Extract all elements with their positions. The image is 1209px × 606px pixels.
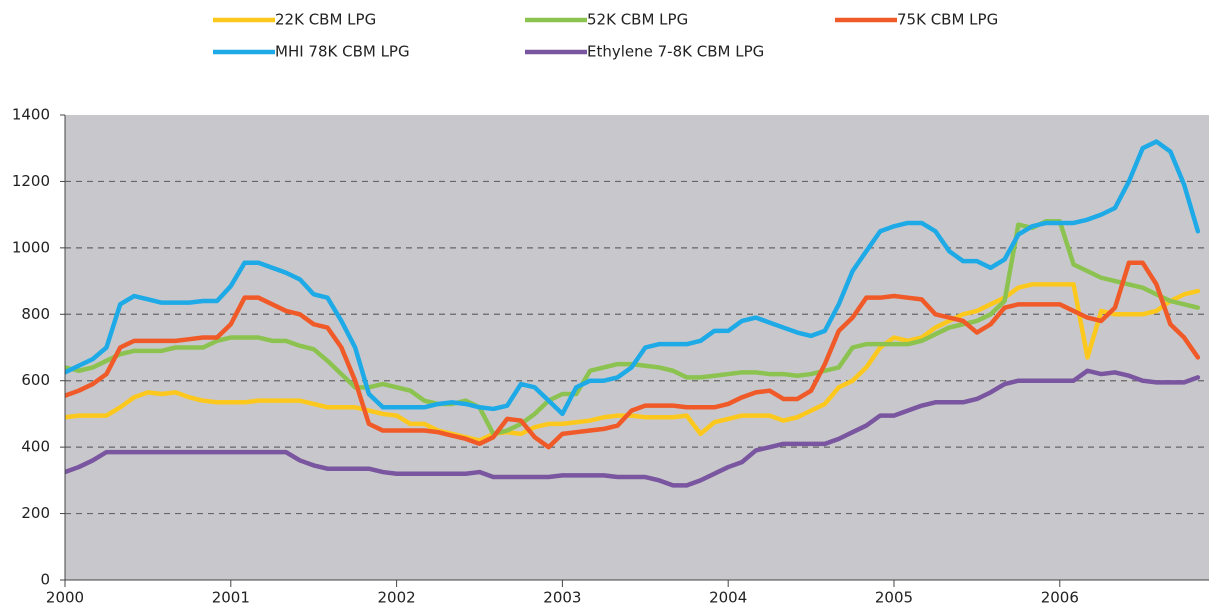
grid	[65, 180, 1209, 515]
legend-label: Ethylene 7-8K CBM LPG	[587, 43, 764, 61]
lines	[65, 139, 1201, 488]
x-tick-label: 2005	[875, 589, 913, 606]
x-tick-label: 2003	[543, 589, 581, 606]
y-tick-label: 0	[40, 571, 50, 589]
series-line	[65, 260, 1201, 450]
legend-label: 52K CBM LPG	[587, 11, 688, 29]
x-tick-label: 2001	[212, 589, 250, 606]
y-tick-label: 800	[21, 305, 50, 323]
legend: 22K CBM LPG 52K CBM LPG 75K CBM LPG MHI 78K…	[213, 11, 998, 61]
legend-label: 75K CBM LPG	[897, 11, 998, 29]
legend-label: 22K CBM LPG	[275, 11, 376, 29]
x-tick-label: 2002	[378, 589, 416, 606]
axes: 0 200 400 600 800 1000 1200 1400 2000 2001 2002 200…	[12, 106, 1209, 606]
x-tick-label: 2004	[709, 589, 747, 606]
y-tick-label: 1400	[12, 106, 50, 124]
plot-area	[65, 115, 1209, 580]
x-tick-label: 2006	[1041, 589, 1079, 606]
y-tick-label: 1200	[12, 172, 50, 190]
series-line	[65, 282, 1201, 443]
x-tick-label: 2000	[46, 589, 84, 606]
series-line	[65, 368, 1201, 488]
y-tick-label: 1000	[12, 238, 50, 256]
series-line	[65, 139, 1201, 417]
y-tick-label: 200	[21, 504, 50, 522]
y-tick-label: 400	[21, 438, 50, 456]
legend-label: MHI 78K CBM LPG	[275, 43, 410, 61]
y-tick-label: 600	[21, 371, 50, 389]
